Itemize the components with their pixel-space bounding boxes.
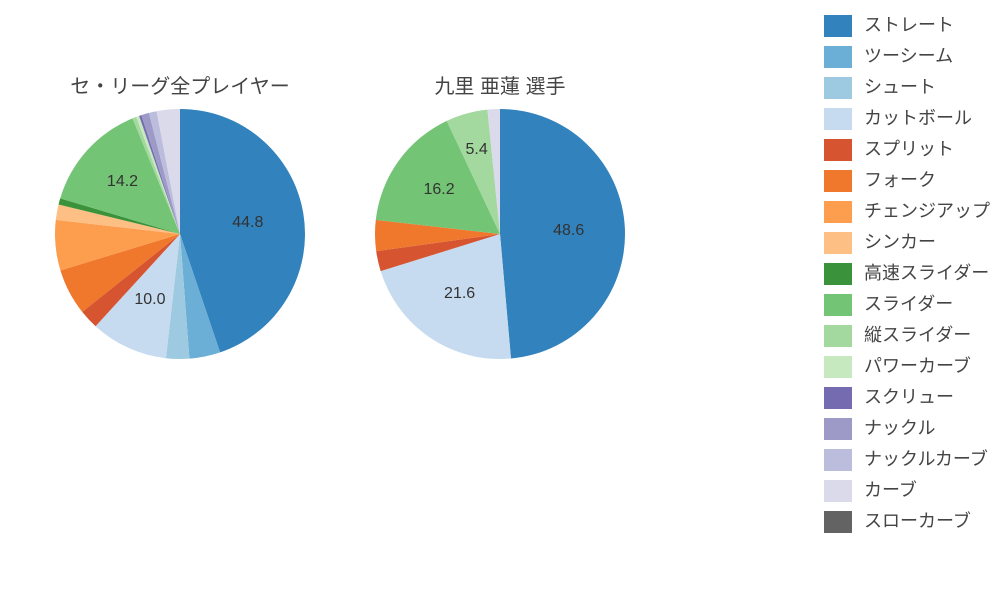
pie-league: セ・リーグ全プレイヤー 44.810.014.2	[30, 70, 330, 359]
legend-swatch-fast-slider	[824, 263, 852, 285]
legend-label-slider: スライダー	[864, 291, 953, 318]
pie-player-canvas: 48.621.616.25.4	[375, 109, 625, 359]
legend-item-shoot: シュート	[824, 74, 990, 101]
legend-swatch-sinker	[824, 232, 852, 254]
legend-label-power-curve: パワーカーブ	[864, 353, 971, 380]
legend-item-slow-curve: スローカーブ	[824, 508, 990, 535]
legend-label-straight: ストレート	[864, 12, 954, 39]
legend-label-curve: カーブ	[864, 477, 917, 504]
charts-area: セ・リーグ全プレイヤー 44.810.014.2 九里 亜蓮 選手 48.621…	[0, 0, 680, 600]
legend-swatch-shoot	[824, 77, 852, 99]
legend-swatch-fork	[824, 170, 852, 192]
legend-label-screw: スクリュー	[864, 384, 954, 411]
legend-swatch-two-seam	[824, 46, 852, 68]
legend-swatch-changeup	[824, 201, 852, 223]
legend-item-changeup: チェンジアップ	[824, 198, 990, 225]
legend-item-screw: スクリュー	[824, 384, 990, 411]
legend-swatch-knuckle-curve	[824, 449, 852, 471]
legend-label-fork: フォーク	[864, 167, 936, 194]
legend-swatch-straight	[824, 15, 852, 37]
legend-swatch-screw	[824, 387, 852, 409]
legend-swatch-slider	[824, 294, 852, 316]
pie-slice-straight	[500, 109, 625, 359]
legend-swatch-v-slider	[824, 325, 852, 347]
legend-swatch-cutball	[824, 108, 852, 130]
legend-item-fast-slider: 高速スライダー	[824, 260, 990, 287]
legend-label-changeup: チェンジアップ	[864, 198, 990, 225]
legend-item-straight: ストレート	[824, 12, 990, 39]
legend-item-fork: フォーク	[824, 167, 990, 194]
legend-label-sinker: シンカー	[864, 229, 936, 256]
figure-container: セ・リーグ全プレイヤー 44.810.014.2 九里 亜蓮 選手 48.621…	[0, 0, 1000, 600]
legend-label-shoot: シュート	[864, 74, 936, 101]
pie-player: 九里 亜蓮 選手 48.621.616.25.4	[350, 70, 650, 359]
legend-swatch-slow-curve	[824, 511, 852, 533]
legend-label-knuckle: ナックル	[864, 415, 935, 442]
legend-item-two-seam: ツーシーム	[824, 43, 990, 70]
pie-player-title: 九里 亜蓮 選手	[350, 70, 650, 99]
legend-label-split: スプリット	[864, 136, 954, 163]
legend-label-knuckle-curve: ナックルカーブ	[864, 446, 988, 473]
legend: ストレートツーシームシュートカットボールスプリットフォークチェンジアップシンカー…	[816, 2, 998, 545]
legend-item-curve: カーブ	[824, 477, 990, 504]
pie-league-title: セ・リーグ全プレイヤー	[30, 70, 330, 99]
legend-item-split: スプリット	[824, 136, 990, 163]
legend-item-knuckle: ナックル	[824, 415, 990, 442]
legend-swatch-curve	[824, 480, 852, 502]
legend-label-slow-curve: スローカーブ	[864, 508, 971, 535]
legend-swatch-knuckle	[824, 418, 852, 440]
legend-swatch-split	[824, 139, 852, 161]
legend-item-power-curve: パワーカーブ	[824, 353, 990, 380]
legend-label-v-slider: 縦スライダー	[864, 322, 971, 349]
legend-item-slider: スライダー	[824, 291, 990, 318]
pie-league-canvas: 44.810.014.2	[55, 109, 305, 359]
legend-swatch-power-curve	[824, 356, 852, 378]
legend-item-sinker: シンカー	[824, 229, 990, 256]
legend-label-fast-slider: 高速スライダー	[864, 260, 989, 287]
legend-label-cutball: カットボール	[864, 105, 972, 132]
legend-label-two-seam: ツーシーム	[864, 43, 953, 70]
legend-item-cutball: カットボール	[824, 105, 990, 132]
legend-item-knuckle-curve: ナックルカーブ	[824, 446, 990, 473]
legend-item-v-slider: 縦スライダー	[824, 322, 990, 349]
